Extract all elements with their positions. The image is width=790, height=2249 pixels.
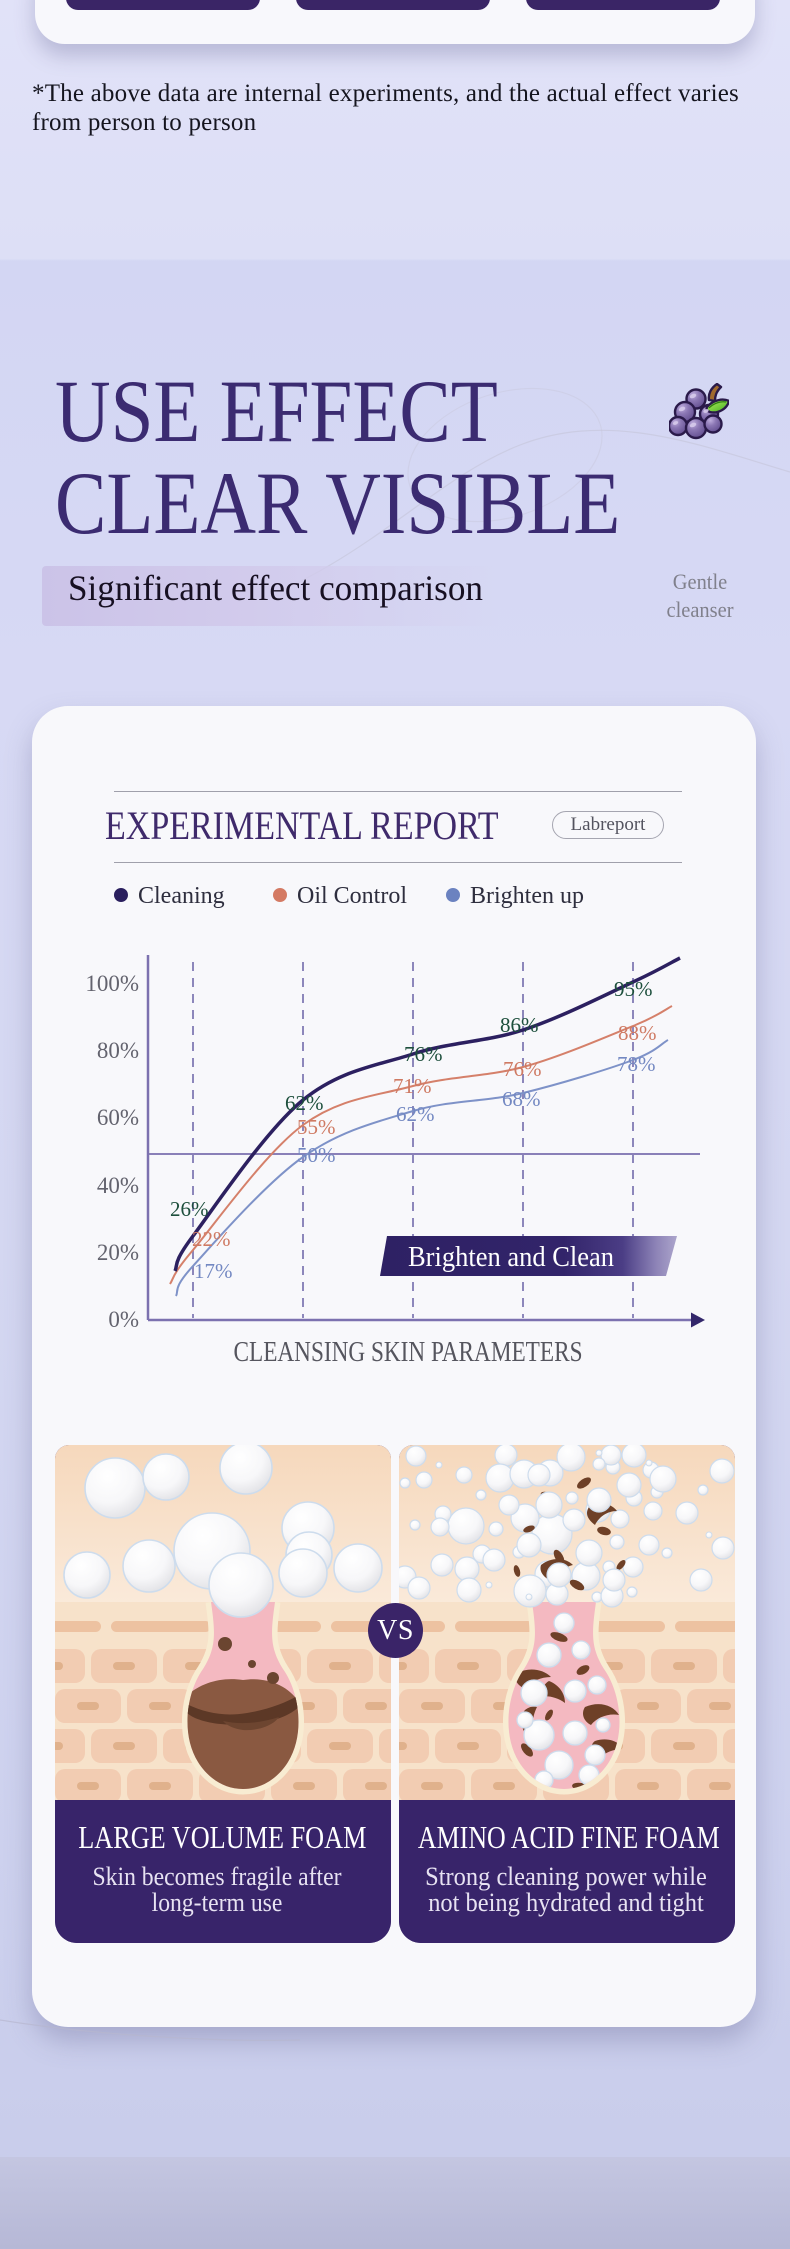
svg-text:0%: 0%: [108, 1307, 139, 1332]
svg-text:95%: 95%: [614, 977, 653, 1001]
svg-text:76%: 76%: [503, 1057, 542, 1081]
svg-text:26%: 26%: [170, 1197, 209, 1221]
svg-text:100%: 100%: [85, 971, 139, 996]
svg-text:71%: 71%: [393, 1074, 432, 1098]
svg-text:62%: 62%: [396, 1102, 435, 1126]
svg-text:62%: 62%: [285, 1091, 324, 1115]
svg-text:80%: 80%: [97, 1038, 139, 1063]
svg-text:68%: 68%: [502, 1087, 541, 1111]
svg-text:20%: 20%: [97, 1240, 139, 1265]
svg-text:76%: 76%: [404, 1042, 443, 1066]
svg-text:50%: 50%: [297, 1143, 336, 1167]
svg-text:60%: 60%: [97, 1105, 139, 1130]
svg-text:88%: 88%: [618, 1021, 657, 1045]
svg-text:40%: 40%: [97, 1173, 139, 1198]
svg-text:Brighten and Clean: Brighten and Clean: [408, 1241, 614, 1273]
svg-text:17%: 17%: [194, 1259, 233, 1283]
svg-text:78%: 78%: [617, 1052, 656, 1076]
svg-text:22%: 22%: [192, 1227, 231, 1251]
svg-text:86%: 86%: [500, 1013, 539, 1037]
svg-text:CLEANSING SKIN PARAMETERS: CLEANSING SKIN PARAMETERS: [234, 1336, 583, 1368]
svg-text:55%: 55%: [297, 1115, 336, 1139]
